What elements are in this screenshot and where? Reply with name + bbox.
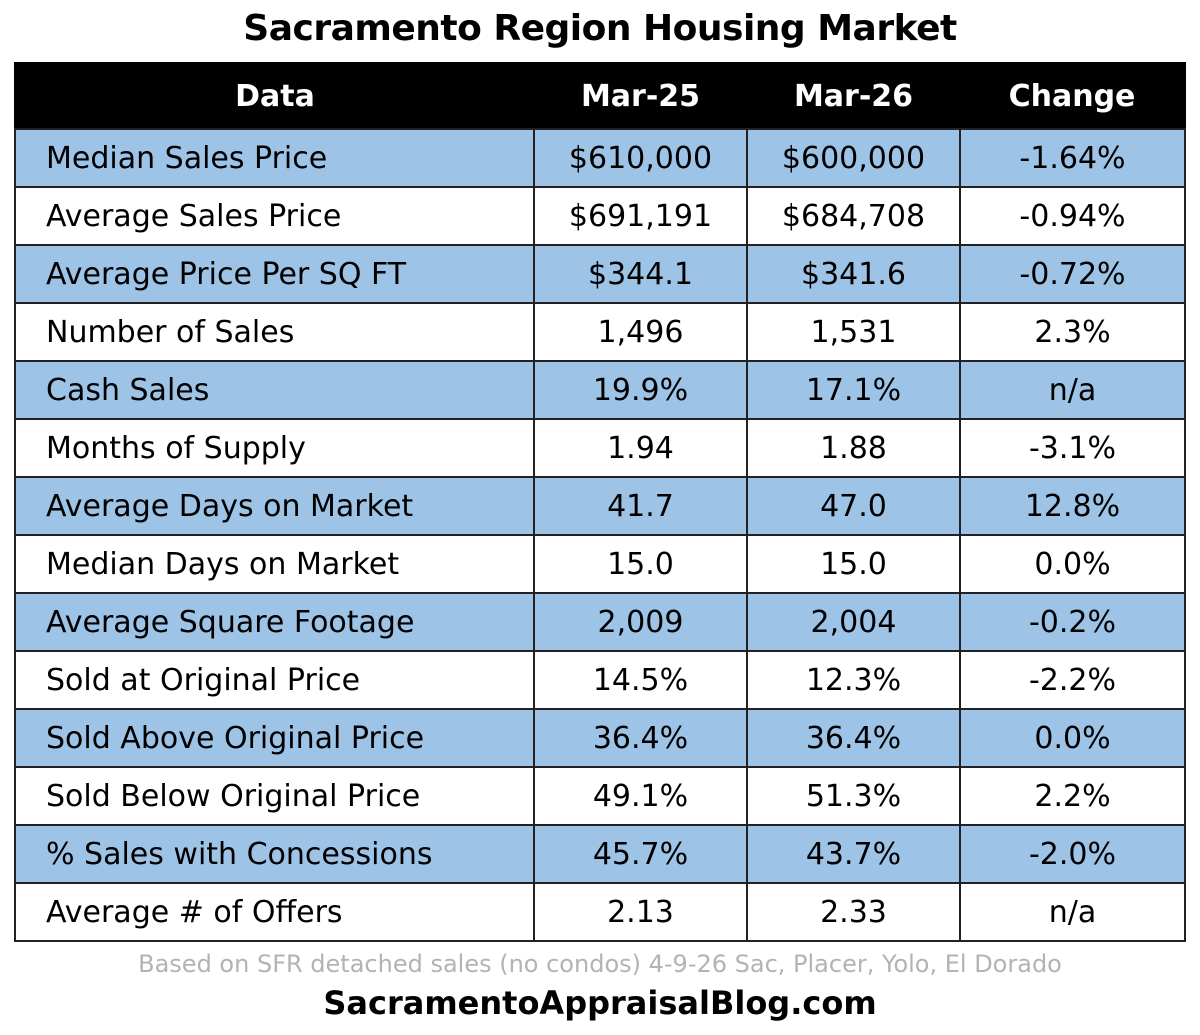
table-cell: 0.0% <box>959 708 1186 768</box>
table-cell: -2.2% <box>959 650 1186 710</box>
table-cell: 15.0 <box>746 534 961 594</box>
table-row: Months of Supply 1.94 1.88 -3.1% <box>14 418 1186 478</box>
table-cell: n/a <box>959 882 1186 942</box>
table-cell: 1,496 <box>533 302 748 362</box>
table-cell: 36.4% <box>533 708 748 768</box>
footnote: Based on SFR detached sales (no condos) … <box>138 950 1062 978</box>
table-cell: 2.3% <box>959 302 1186 362</box>
site-credit: SacramentoAppraisalBlog.com <box>323 984 877 1022</box>
row-label: Average # of Offers <box>14 882 535 942</box>
table-row: Average # of Offers 2.13 2.33 n/a <box>14 882 1186 942</box>
row-label: Average Sales Price <box>14 186 535 246</box>
row-label: Cash Sales <box>14 360 535 420</box>
table-cell: 15.0 <box>533 534 748 594</box>
table-cell: 49.1% <box>533 766 748 826</box>
row-label: Months of Supply <box>14 418 535 478</box>
table-cell: 19.9% <box>533 360 748 420</box>
row-label: Median Sales Price <box>14 128 535 188</box>
table-cell: $600,000 <box>746 128 961 188</box>
table-row: Cash Sales 19.9% 17.1% n/a <box>14 360 1186 420</box>
table-cell: 12.3% <box>746 650 961 710</box>
column-header: Mar-25 <box>534 63 747 129</box>
table-cell: $691,191 <box>533 186 748 246</box>
column-header: Change <box>960 63 1185 129</box>
table-cell: 47.0 <box>746 476 961 536</box>
table-cell: 51.3% <box>746 766 961 826</box>
table-cell: 43.7% <box>746 824 961 884</box>
table-row: Number of Sales 1,496 1,531 2.3% <box>14 302 1186 362</box>
table-cell: 45.7% <box>533 824 748 884</box>
table-cell: 2.2% <box>959 766 1186 826</box>
table-cell: 1.88 <box>746 418 961 478</box>
table-row: Sold at Original Price 14.5% 12.3% -2.2% <box>14 650 1186 710</box>
table-cell: -0.2% <box>959 592 1186 652</box>
row-label: Sold Below Original Price <box>14 766 535 826</box>
table-cell: -0.72% <box>959 244 1186 304</box>
table-cell: $684,708 <box>746 186 961 246</box>
row-label: % Sales with Concessions <box>14 824 535 884</box>
table-cell: -0.94% <box>959 186 1186 246</box>
page-title: Sacramento Region Housing Market <box>243 8 957 49</box>
table-cell: -2.0% <box>959 824 1186 884</box>
table-cell: 1.94 <box>533 418 748 478</box>
table-row: Average Price Per SQ FT $344.1 $341.6 -0.72… <box>14 244 1186 304</box>
table-cell: n/a <box>959 360 1186 420</box>
table-cell: $610,000 <box>533 128 748 188</box>
table-cell: 17.1% <box>746 360 961 420</box>
table-cell: 2.13 <box>533 882 748 942</box>
row-label: Sold Above Original Price <box>14 708 535 768</box>
table-row: Average Days on Market 41.7 47.0 12.8% <box>14 476 1186 536</box>
table-cell: 2,004 <box>746 592 961 652</box>
table-cell: 14.5% <box>533 650 748 710</box>
table-row: Sold Above Original Price 36.4% 36.4% 0.0% <box>14 708 1186 768</box>
table-cell: 2,009 <box>533 592 748 652</box>
table-cell: 0.0% <box>959 534 1186 594</box>
table-row: Average Sales Price $691,191 $684,708 -0.94… <box>14 186 1186 246</box>
table-cell: $344.1 <box>533 244 748 304</box>
table-cell: 1,531 <box>746 302 961 362</box>
table-row: Average Square Footage 2,009 2,004 -0.2% <box>14 592 1186 652</box>
table-cell: -3.1% <box>959 418 1186 478</box>
table-cell: $341.6 <box>746 244 961 304</box>
table-row: % Sales with Concessions 45.7% 43.7% -2.0% <box>14 824 1186 884</box>
column-header: Mar-26 <box>747 63 960 129</box>
column-header: Data <box>15 63 534 129</box>
row-label: Average Square Footage <box>14 592 535 652</box>
table-cell: -1.64% <box>959 128 1186 188</box>
housing-market-table: Data Mar-25 Mar-26 Change Median Sales Pric… <box>14 62 1186 942</box>
row-label: Average Price Per SQ FT <box>14 244 535 304</box>
table-cell: 36.4% <box>746 708 961 768</box>
table-cell: 2.33 <box>746 882 961 942</box>
table-cell: 12.8% <box>959 476 1186 536</box>
row-label: Average Days on Market <box>14 476 535 536</box>
header-row: Data Mar-25 Mar-26 Change <box>15 63 1185 129</box>
table-row: Median Sales Price $610,000 $600,000 -1.64% <box>14 128 1186 188</box>
table-row: Sold Below Original Price 49.1% 51.3% 2.2% <box>14 766 1186 826</box>
row-label: Number of Sales <box>14 302 535 362</box>
table-cell: 41.7 <box>533 476 748 536</box>
table-row: Median Days on Market 15.0 15.0 0.0% <box>14 534 1186 594</box>
row-label: Median Days on Market <box>14 534 535 594</box>
row-label: Sold at Original Price <box>14 650 535 710</box>
